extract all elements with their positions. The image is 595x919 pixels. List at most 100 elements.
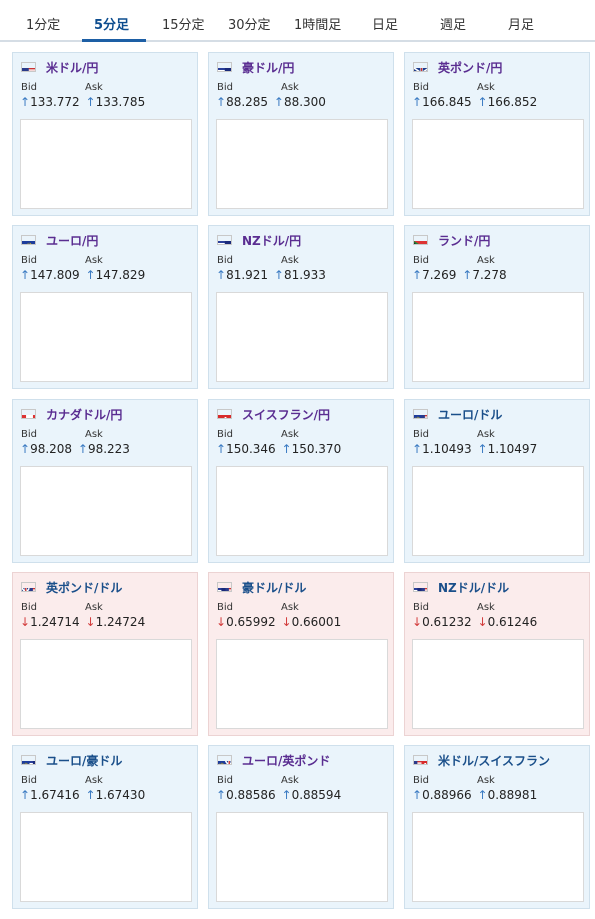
candlestick-chart[interactable] [412, 119, 584, 209]
rate-card[interactable]: 1.1061.1051.1041.10318:4019:4020:40 ユーロ/… [404, 399, 590, 563]
tab-1hour[interactable]: 1時間足 [294, 18, 342, 33]
chart-svg [21, 467, 193, 557]
price-row: ↑7.269 ↑7.278 [412, 268, 507, 282]
chart-svg [217, 467, 389, 557]
candlestick-chart[interactable] [412, 466, 584, 556]
candlestick-chart[interactable] [412, 639, 584, 729]
currency-pair-link[interactable]: ユーロ/ドル [438, 407, 503, 422]
rate-card[interactable]: 0.890.8890.88818:4019:4020:40 米ドル/スイスフラン… [404, 745, 590, 909]
currency-pair-link[interactable]: カナダドル/円 [46, 407, 123, 422]
currency-flag-icon: 150.215018:4019:4020:40 [217, 409, 232, 419]
candlestick-chart[interactable] [20, 466, 192, 556]
rate-card[interactable]: 88.288.18818:4019:4020:40 豪ドル/円 Bid Ask … [208, 52, 394, 216]
currency-pair-link[interactable]: ランド/円 [438, 233, 491, 248]
tab-30min[interactable]: 30分定 [228, 18, 271, 33]
ask-value: 0.88981 [487, 788, 538, 802]
currency-pair-link[interactable]: NZドル/ドル [438, 580, 510, 595]
rate-card[interactable]: 0.6610.66050.660.659518:4019:4020:40 豪ドル… [208, 572, 394, 736]
currency-pair-link[interactable]: ユーロ/英ポンド [242, 753, 331, 768]
tab-5min[interactable]: 5分足 [94, 18, 130, 33]
tab-monthly[interactable]: 月足 [508, 18, 535, 33]
currency-pair-link[interactable]: ユーロ/円 [46, 233, 99, 248]
candlestick-chart[interactable] [412, 292, 584, 382]
rate-card[interactable]: 1.2491.2481.2471.24618:4019:4020:40 英ポンド… [12, 572, 198, 736]
rate-card[interactable]: 147.6147.4147.218:4019:4020:40 ユーロ/円 Bid… [12, 225, 198, 389]
currency-pair-link[interactable]: 英ポンド/円 [438, 60, 503, 75]
tab-weekly[interactable]: 週足 [440, 18, 467, 33]
currency-flag-icon: 0.6610.66050.660.659518:4019:4020:40 [217, 582, 232, 592]
currency-flag-icon: 0.8860.88550.8850.884518:4019:4020:40 [217, 755, 232, 765]
price-row: ↓0.61232 ↓0.61246 [412, 615, 537, 629]
bid-arrow-icon: ↑ [412, 788, 423, 802]
card-header: 0.8860.88550.8850.884518:4019:4020:40 ユー… [217, 753, 331, 768]
ask-label: Ask [281, 82, 299, 93]
card-header: 147.6147.4147.218:4019:4020:40 ユーロ/円 [21, 233, 99, 248]
ask-arrow-icon: ↓ [477, 615, 488, 629]
bid-value: 1.67416 [30, 788, 80, 802]
price-row: ↓1.24714 ↓1.24724 [20, 615, 145, 629]
card-header: 166.8166.6166.4166.218:4019:4020:40 英ポンド… [413, 60, 503, 75]
ask-arrow-icon: ↑ [77, 442, 88, 456]
bid-label: Bid [413, 82, 429, 93]
bid-arrow-icon: ↑ [412, 268, 423, 282]
price-row: ↑166.845 ↑166.852 [412, 95, 537, 109]
bid-value: 0.88966 [422, 788, 472, 802]
candlestick-chart[interactable] [216, 466, 388, 556]
currency-flag-icon: 147.6147.4147.218:4019:4020:40 [21, 235, 36, 245]
bid-label: Bid [21, 429, 37, 440]
rate-card[interactable]: 1.6741.6721.6718:4019:4020:40 ユーロ/豪ドル Bi… [12, 745, 198, 909]
candlestick-chart[interactable] [20, 119, 192, 209]
rate-card[interactable]: 98.19897.997.818:4019:4020:40 カナダドル/円 Bi… [12, 399, 198, 563]
ask-value: 0.61246 [487, 615, 538, 629]
candlestick-chart[interactable] [412, 812, 584, 902]
currency-pair-link[interactable]: ユーロ/豪ドル [46, 753, 123, 768]
currency-pair-link[interactable]: 米ドル/円 [46, 60, 99, 75]
ask-label: Ask [477, 255, 495, 266]
bid-arrow-icon: ↑ [412, 442, 423, 456]
price-row: ↑88.285 ↑88.300 [216, 95, 326, 109]
bid-value: 1.24714 [30, 615, 80, 629]
rate-card[interactable]: 166.8166.6166.4166.218:4019:4020:40 英ポンド… [404, 52, 590, 216]
currency-pair-link[interactable]: 英ポンド/ドル [46, 580, 123, 595]
ask-label: Ask [281, 255, 299, 266]
currency-pair-link[interactable]: 豪ドル/円 [242, 60, 295, 75]
rate-card[interactable]: 0.8860.88550.8850.884518:4019:4020:40 ユー… [208, 745, 394, 909]
currency-pair-link[interactable]: スイスフラン/円 [242, 407, 331, 422]
bid-arrow-icon: ↑ [216, 788, 227, 802]
rate-card[interactable]: 0.6140.61350.6130.612518:4019:4020:40 NZ… [404, 572, 590, 736]
bid-value: 0.61232 [422, 615, 472, 629]
candlestick-chart[interactable] [216, 292, 388, 382]
candlestick-chart[interactable] [216, 812, 388, 902]
chart-svg [21, 640, 193, 730]
tab-15min[interactable]: 15分定 [162, 18, 205, 33]
candlestick-chart[interactable] [20, 292, 192, 382]
tab-1min[interactable]: 1分定 [26, 18, 61, 33]
rate-card[interactable]: 81.981.881.718:4019:4020:40 NZドル/円 Bid A… [208, 225, 394, 389]
currency-pair-link[interactable]: 豪ドル/ドル [242, 580, 307, 595]
bid-value: 0.88586 [226, 788, 276, 802]
price-row: ↑98.208 ↑98.223 [20, 442, 130, 456]
bid-arrow-icon: ↑ [412, 95, 423, 109]
rate-card[interactable]: 7.37.287.267.2418:4019:4020:40 ランド/円 Bid… [404, 225, 590, 389]
tab-daily[interactable]: 日足 [372, 18, 399, 33]
ask-arrow-icon: ↑ [273, 268, 284, 282]
currency-flag-icon: 88.288.18818:4019:4020:40 [217, 62, 232, 72]
candlestick-chart[interactable] [216, 119, 388, 209]
chart-svg [413, 293, 585, 383]
currency-pair-link[interactable]: 米ドル/スイスフラン [438, 753, 551, 768]
bid-arrow-icon: ↑ [216, 95, 227, 109]
candlestick-chart[interactable] [20, 639, 192, 729]
currency-pair-link[interactable]: NZドル/円 [242, 233, 302, 248]
currency-flag-icon: 0.890.8890.88818:4019:4020:40 [413, 755, 428, 765]
ask-label: Ask [477, 82, 495, 93]
candlestick-chart[interactable] [20, 812, 192, 902]
ask-arrow-icon: ↑ [273, 95, 284, 109]
bid-value: 166.845 [422, 95, 472, 109]
bid-label: Bid [21, 602, 37, 613]
rate-card[interactable]: 133.6133.418:4019:4020:40 米ドル/円 Bid Ask … [12, 52, 198, 216]
ask-arrow-icon: ↑ [462, 268, 473, 282]
candlestick-chart[interactable] [216, 639, 388, 729]
card-header: 133.6133.418:4019:4020:40 米ドル/円 [21, 60, 99, 75]
rate-card[interactable]: 150.215018:4019:4020:40 スイスフラン/円 Bid Ask… [208, 399, 394, 563]
ask-value: 1.67430 [95, 788, 146, 802]
